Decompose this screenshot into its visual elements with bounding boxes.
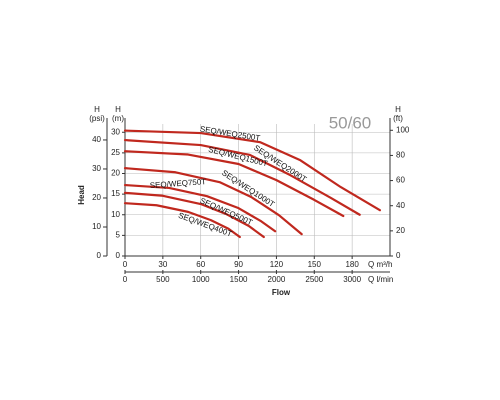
curve — [123, 183, 277, 233]
psi-tick-label: 20 — [92, 193, 101, 202]
psi-title: (psi) — [89, 114, 105, 123]
x-tick-label: 60 — [196, 260, 205, 269]
curve — [123, 202, 241, 239]
y2-tick-label: 0 — [396, 251, 401, 260]
y2-tick-label: 80 — [396, 151, 405, 160]
curve — [123, 129, 382, 212]
y2-tick-label: 60 — [396, 176, 405, 185]
curve — [123, 167, 303, 236]
x-axis-label: Flow — [272, 288, 291, 297]
y2-tick-label: 40 — [396, 201, 405, 210]
x2-tick-label: 2000 — [268, 275, 286, 284]
y2-title: H — [395, 105, 401, 114]
x2-tick-label: 3000 — [343, 275, 361, 284]
y-title: H — [115, 105, 121, 114]
y-tick-label: 30 — [111, 127, 120, 136]
badge: 50/60 — [329, 113, 372, 132]
curve-label: SEQ/WEQ2500T — [199, 124, 261, 142]
x2-tick-label: 1000 — [192, 275, 210, 284]
y-tick-label: 15 — [111, 189, 120, 198]
x-tick-label: 120 — [270, 260, 284, 269]
y2-title: (ft) — [393, 114, 403, 123]
y-title: (m) — [112, 114, 124, 123]
psi-tick-label: 40 — [92, 135, 101, 144]
y2-tick-label: 100 — [396, 125, 410, 134]
y-tick-label: 25 — [111, 148, 120, 157]
x-tick-label: 0 — [123, 260, 128, 269]
psi-tick-label: 30 — [92, 164, 101, 173]
x-unit: Q m³/h — [368, 260, 392, 269]
curve — [123, 191, 265, 239]
curve — [123, 138, 361, 216]
psi-tick-label: 0 — [97, 251, 102, 260]
x2-tick-label: 1500 — [230, 275, 248, 284]
curve — [123, 150, 345, 218]
x-tick-label: 150 — [308, 260, 322, 269]
x-tick-label: 90 — [234, 260, 243, 269]
x-tick-label: 30 — [158, 260, 167, 269]
curve-label: SEQ/WEQ1000T — [220, 168, 276, 209]
y2-tick-label: 20 — [396, 226, 405, 235]
x2-tick-label: 0 — [123, 275, 128, 284]
curve-label: SEQ/WEQ750T — [149, 177, 206, 190]
x-tick-label: 180 — [345, 260, 359, 269]
psi-title: H — [94, 105, 100, 114]
psi-tick-label: 10 — [92, 222, 101, 231]
y-tick-label: 10 — [111, 210, 120, 219]
y-tick-label: 5 — [116, 230, 121, 239]
y-tick-label: 20 — [111, 169, 120, 178]
x2-tick-label: 500 — [156, 275, 170, 284]
y-tick-label: 0 — [116, 251, 121, 260]
x2-tick-label: 2500 — [305, 275, 323, 284]
y-axis-label: Head — [77, 185, 86, 205]
x2-unit: Q l/min — [368, 275, 393, 284]
